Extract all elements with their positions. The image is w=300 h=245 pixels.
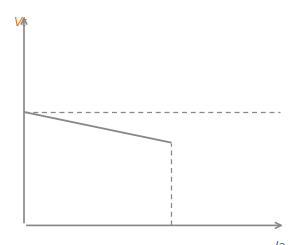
Text: Ia: Ia [274,240,286,245]
Text: Vt: Vt [13,16,27,29]
